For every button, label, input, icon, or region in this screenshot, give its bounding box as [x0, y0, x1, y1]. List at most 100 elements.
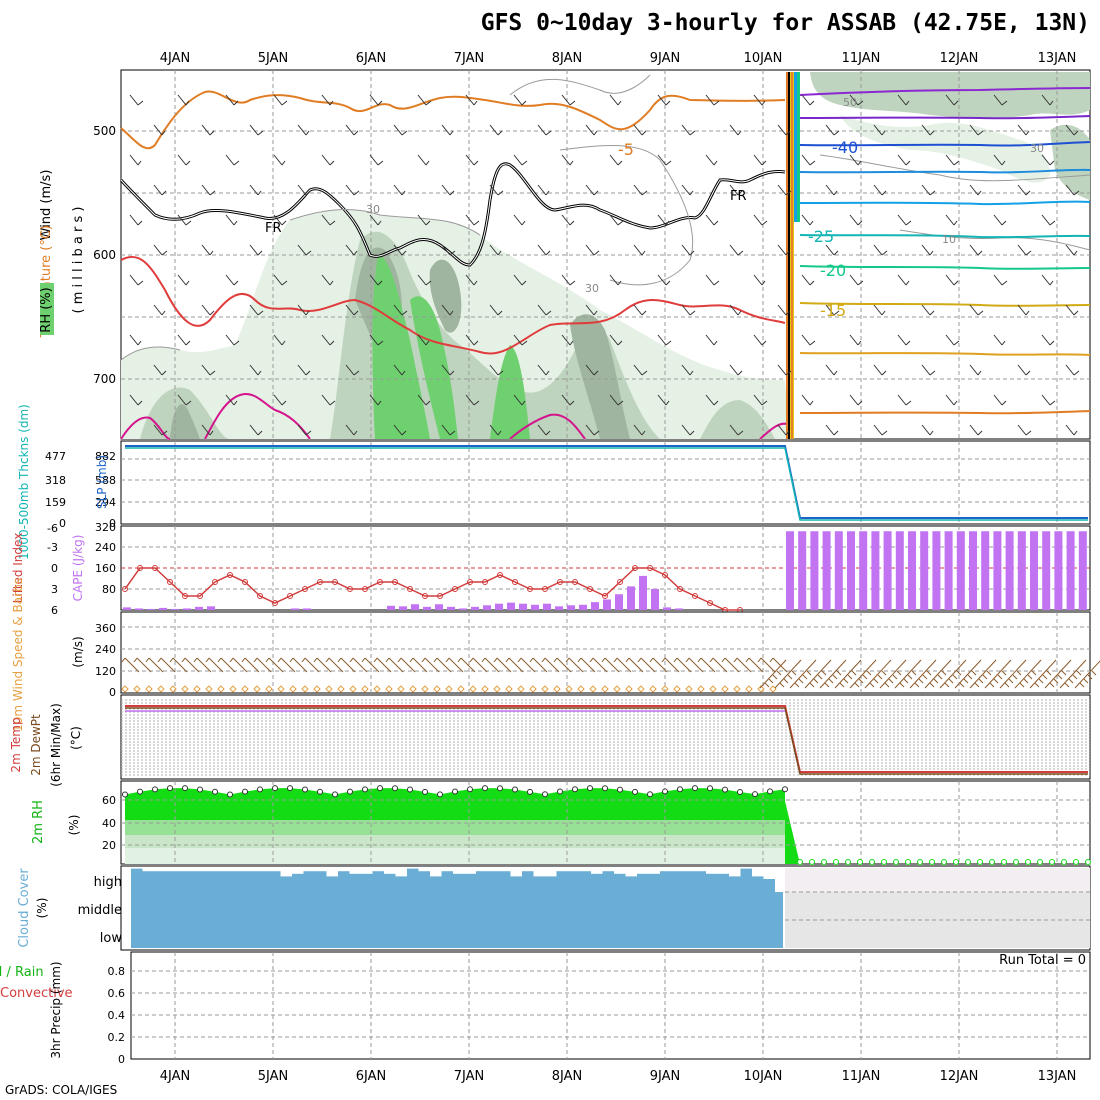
wind-barb — [1017, 124, 1030, 136]
rh2m-point — [452, 788, 458, 795]
wind-barb — [465, 274, 478, 286]
li-point — [407, 586, 413, 592]
cloud-high-bar — [349, 873, 361, 892]
label-3hr-precip: 3hr Precip (mm) — [49, 961, 63, 1058]
rh2m-point — [497, 785, 503, 792]
li-point — [377, 579, 383, 585]
wind10m-barb — [709, 657, 728, 693]
wind-barb — [777, 124, 791, 136]
wind10m-barb — [145, 657, 164, 693]
wind10m-barb — [625, 657, 644, 693]
rh2m-point — [407, 786, 413, 793]
wind-barb — [993, 394, 1007, 406]
li-point — [332, 579, 338, 585]
wind-barb — [153, 424, 168, 436]
rh2m-point — [587, 785, 593, 792]
rh2m-point — [467, 786, 473, 793]
wind-barb — [921, 364, 936, 376]
wind-barb — [561, 334, 574, 346]
cloud-high-bar — [729, 876, 741, 892]
cloud-high-bar — [246, 871, 258, 892]
precip-tick-04: 0.4 — [108, 1009, 126, 1022]
label-cape: CAPE (J/kg) — [71, 535, 85, 602]
wind10m-barb — [804, 659, 832, 689]
wind-barb — [321, 274, 334, 286]
wind10m-barb — [193, 657, 212, 693]
wind-barb — [681, 304, 696, 316]
wind10m-barb — [469, 657, 488, 693]
rh2m-point — [1025, 859, 1031, 865]
wind-barb — [129, 274, 144, 286]
cloud-panel: high middle low Cloud Cover (%) — [17, 865, 1091, 951]
rh2m-point — [737, 788, 743, 795]
cape-bar — [483, 605, 491, 610]
rh2m-point — [617, 786, 623, 793]
wind10m-ticks: 360 240 120 0 — [95, 622, 116, 699]
wind-barb — [993, 214, 1007, 226]
wind10m-barb — [433, 657, 452, 693]
rh2m-point — [893, 859, 899, 865]
wind-barb — [705, 334, 718, 346]
tick-500: 500 — [93, 124, 116, 138]
label-temp-m25: -25 — [808, 227, 834, 246]
cloud-high-bar — [154, 871, 166, 892]
cloud-high-bar — [683, 871, 695, 892]
wind10m-barb — [289, 657, 308, 693]
wind10m-barb — [373, 657, 392, 693]
rh2m-point — [287, 785, 293, 792]
wind-barb — [969, 364, 982, 376]
li-point — [692, 593, 698, 599]
wind-barb — [441, 184, 455, 196]
wind10m-barb — [577, 657, 596, 693]
cape-bar — [567, 605, 575, 610]
cloud-high-bar — [476, 871, 488, 892]
cloud-high-bar — [303, 871, 315, 892]
label-fr-1: FR — [265, 221, 282, 236]
wind10m-barb — [774, 659, 802, 689]
wind-barb — [873, 184, 887, 196]
wind10m-barb — [924, 659, 952, 689]
wind-barb — [1041, 274, 1054, 286]
bottom-axis-5jan: 5JAN — [258, 1069, 289, 1084]
wind-barb — [513, 334, 528, 346]
bottom-axis-4jan: 4JAN — [160, 1069, 191, 1084]
rh2m-point — [1013, 859, 1019, 865]
wind-barb — [753, 94, 766, 106]
cape-bar — [981, 531, 990, 610]
cloud-high-bar — [625, 876, 637, 892]
rh2m-point — [941, 859, 947, 865]
tick-600: 600 — [93, 248, 116, 262]
wind-barb — [297, 424, 312, 436]
wind-barb — [657, 94, 671, 106]
cloud-high-bar — [499, 871, 511, 892]
rh2m-point — [977, 859, 983, 865]
wind10m-barb — [277, 657, 296, 693]
wind-barb — [297, 244, 312, 256]
wind-barb — [1041, 94, 1054, 106]
wind10m-barb — [819, 659, 847, 689]
rh2m-point — [137, 788, 143, 795]
cape-bar — [1054, 531, 1063, 610]
wind-barb — [825, 424, 839, 436]
rh2m-point — [869, 859, 875, 865]
li-point — [527, 586, 533, 592]
run-total: Run Total = 0 — [999, 953, 1086, 968]
wind-barb — [657, 154, 672, 166]
rh2m-tick-20: 20 — [102, 839, 116, 852]
rh2m-tick-40: 40 — [102, 817, 116, 830]
wind-barb — [153, 244, 168, 256]
wind-barb — [225, 154, 240, 166]
wind10m-barb — [697, 657, 716, 693]
wind10m-barb — [529, 657, 548, 693]
cloud-high-bar — [694, 871, 706, 892]
rh-legend-swatch — [40, 283, 54, 335]
rh2m-point — [692, 785, 698, 792]
wind10m-barb — [589, 657, 608, 693]
wind-barbs — [129, 94, 1080, 436]
cape-bar — [123, 607, 131, 610]
wind-barb — [897, 154, 911, 166]
cape-bar — [471, 606, 479, 610]
slp-grid — [121, 441, 1090, 524]
precip-tick-08: 0.8 — [108, 965, 126, 978]
wind-barb — [561, 154, 574, 166]
